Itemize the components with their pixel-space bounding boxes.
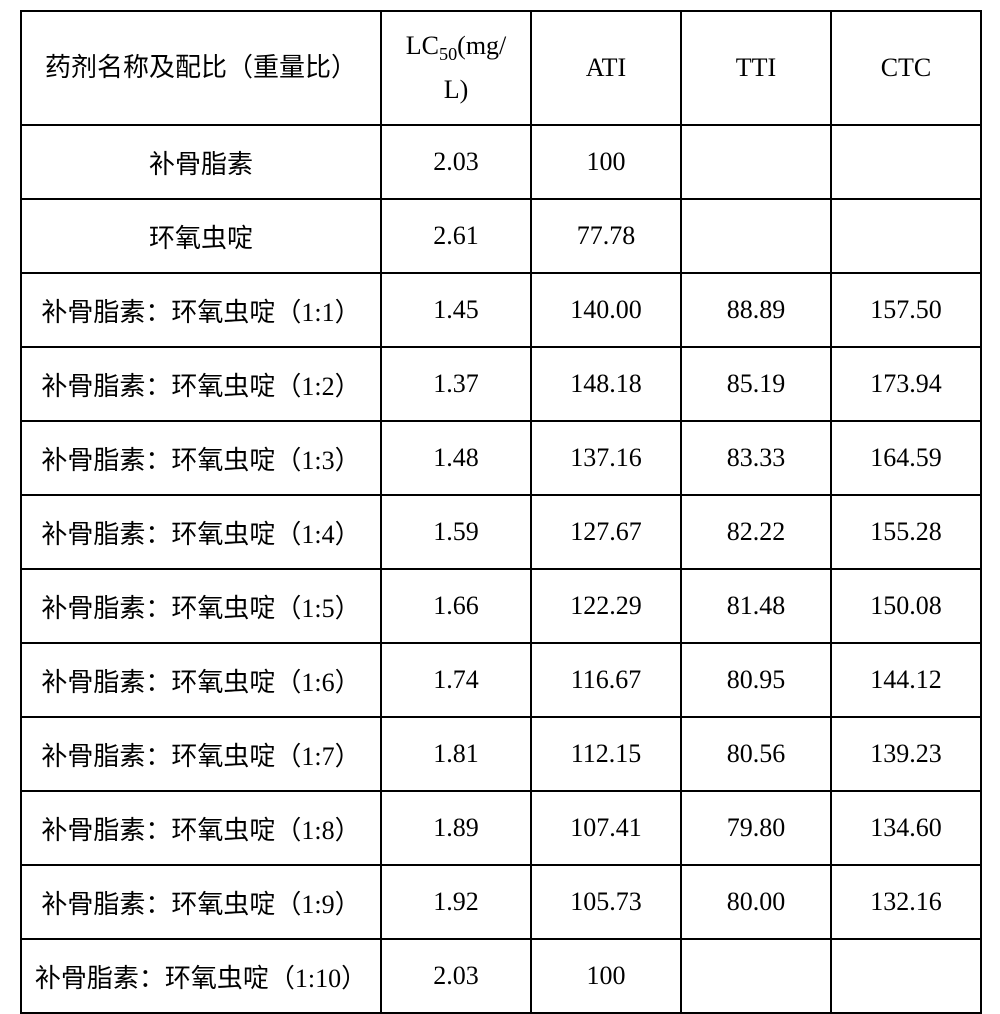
cell-ati: 100 bbox=[531, 939, 681, 1013]
cell-name: 补骨脂素：环氧虫啶（1:10） bbox=[21, 939, 381, 1013]
cell-tti: 79.80 bbox=[681, 791, 831, 865]
cell-lc50: 1.92 bbox=[381, 865, 531, 939]
table-row: 补骨脂素：环氧虫啶（1:9）1.92105.7380.00132.16 bbox=[21, 865, 981, 939]
col-header-ctc: CTC bbox=[831, 11, 981, 125]
cell-name: 补骨脂素：环氧虫啶（1:2） bbox=[21, 347, 381, 421]
cell-name: 补骨脂素：环氧虫啶（1:3） bbox=[21, 421, 381, 495]
cell-name: 补骨脂素：环氧虫啶（1:7） bbox=[21, 717, 381, 791]
cell-lc50: 2.03 bbox=[381, 939, 531, 1013]
lc50-text: LC bbox=[406, 31, 439, 60]
cell-ati: 116.67 bbox=[531, 643, 681, 717]
table-row: 补骨脂素：环氧虫啶（1:10）2.03100 bbox=[21, 939, 981, 1013]
cell-tti: 85.19 bbox=[681, 347, 831, 421]
cell-lc50: 1.48 bbox=[381, 421, 531, 495]
cell-tti: 81.48 bbox=[681, 569, 831, 643]
cell-ati: 127.67 bbox=[531, 495, 681, 569]
table-row: 补骨脂素：环氧虫啶（1:7）1.81112.1580.56139.23 bbox=[21, 717, 981, 791]
cell-ctc: 139.23 bbox=[831, 717, 981, 791]
lc50-line1: LC50(mg/ bbox=[406, 31, 507, 60]
lc50-unit-close: L) bbox=[383, 69, 529, 111]
cell-lc50: 1.81 bbox=[381, 717, 531, 791]
table-row: 补骨脂素：环氧虫啶（1:6）1.74116.6780.95144.12 bbox=[21, 643, 981, 717]
table-row: 补骨脂素：环氧虫啶（1:8）1.89107.4179.80134.60 bbox=[21, 791, 981, 865]
cell-tti bbox=[681, 125, 831, 199]
cell-ati: 140.00 bbox=[531, 273, 681, 347]
table-row: 补骨脂素：环氧虫啶（1:5）1.66122.2981.48150.08 bbox=[21, 569, 981, 643]
cell-tti: 80.56 bbox=[681, 717, 831, 791]
cell-ctc: 173.94 bbox=[831, 347, 981, 421]
cell-tti: 80.00 bbox=[681, 865, 831, 939]
cell-ctc: 150.08 bbox=[831, 569, 981, 643]
cell-name: 补骨脂素：环氧虫啶（1:5） bbox=[21, 569, 381, 643]
cell-tti bbox=[681, 939, 831, 1013]
lc50-subscript: 50 bbox=[439, 44, 457, 64]
table-body: 补骨脂素2.03100环氧虫啶2.6177.78补骨脂素：环氧虫啶（1:1）1.… bbox=[21, 125, 981, 1013]
cell-ati: 100 bbox=[531, 125, 681, 199]
cell-ctc bbox=[831, 199, 981, 273]
cell-ctc bbox=[831, 939, 981, 1013]
table-row: 补骨脂素：环氧虫啶（1:1）1.45140.0088.89157.50 bbox=[21, 273, 981, 347]
cell-ati: 122.29 bbox=[531, 569, 681, 643]
cell-name: 补骨脂素 bbox=[21, 125, 381, 199]
cell-name: 补骨脂素：环氧虫啶（1:4） bbox=[21, 495, 381, 569]
data-table: 药剂名称及配比（重量比） LC50(mg/ L) ATI TTI CTC 补骨脂… bbox=[20, 10, 982, 1014]
cell-lc50: 1.74 bbox=[381, 643, 531, 717]
table-row: 补骨脂素2.03100 bbox=[21, 125, 981, 199]
cell-ctc: 132.16 bbox=[831, 865, 981, 939]
cell-lc50: 1.89 bbox=[381, 791, 531, 865]
cell-name: 补骨脂素：环氧虫啶（1:1） bbox=[21, 273, 381, 347]
cell-ctc: 134.60 bbox=[831, 791, 981, 865]
cell-lc50: 1.37 bbox=[381, 347, 531, 421]
cell-name: 补骨脂素：环氧虫啶（1:8） bbox=[21, 791, 381, 865]
col-header-lc50: LC50(mg/ L) bbox=[381, 11, 531, 125]
cell-ctc bbox=[831, 125, 981, 199]
cell-lc50: 1.45 bbox=[381, 273, 531, 347]
col-header-name: 药剂名称及配比（重量比） bbox=[21, 11, 381, 125]
col-header-ati: ATI bbox=[531, 11, 681, 125]
cell-name: 环氧虫啶 bbox=[21, 199, 381, 273]
cell-ctc: 157.50 bbox=[831, 273, 981, 347]
cell-tti: 80.95 bbox=[681, 643, 831, 717]
table-row: 补骨脂素：环氧虫啶（1:2）1.37148.1885.19173.94 bbox=[21, 347, 981, 421]
cell-ati: 137.16 bbox=[531, 421, 681, 495]
cell-tti: 88.89 bbox=[681, 273, 831, 347]
cell-ati: 148.18 bbox=[531, 347, 681, 421]
cell-lc50: 2.61 bbox=[381, 199, 531, 273]
cell-name: 补骨脂素：环氧虫啶（1:9） bbox=[21, 865, 381, 939]
cell-tti: 82.22 bbox=[681, 495, 831, 569]
cell-ati: 105.73 bbox=[531, 865, 681, 939]
cell-lc50: 2.03 bbox=[381, 125, 531, 199]
cell-ati: 107.41 bbox=[531, 791, 681, 865]
cell-ati: 112.15 bbox=[531, 717, 681, 791]
table-row: 环氧虫啶2.6177.78 bbox=[21, 199, 981, 273]
cell-ctc: 155.28 bbox=[831, 495, 981, 569]
cell-ctc: 164.59 bbox=[831, 421, 981, 495]
cell-ctc: 144.12 bbox=[831, 643, 981, 717]
table-row: 补骨脂素：环氧虫啶（1:4）1.59127.6782.22155.28 bbox=[21, 495, 981, 569]
table-row: 补骨脂素：环氧虫啶（1:3）1.48137.1683.33164.59 bbox=[21, 421, 981, 495]
col-header-tti: TTI bbox=[681, 11, 831, 125]
lc50-unit-open: (mg/ bbox=[457, 31, 506, 60]
cell-ati: 77.78 bbox=[531, 199, 681, 273]
cell-tti: 83.33 bbox=[681, 421, 831, 495]
table-header-row: 药剂名称及配比（重量比） LC50(mg/ L) ATI TTI CTC bbox=[21, 11, 981, 125]
cell-lc50: 1.59 bbox=[381, 495, 531, 569]
cell-name: 补骨脂素：环氧虫啶（1:6） bbox=[21, 643, 381, 717]
cell-tti bbox=[681, 199, 831, 273]
cell-lc50: 1.66 bbox=[381, 569, 531, 643]
